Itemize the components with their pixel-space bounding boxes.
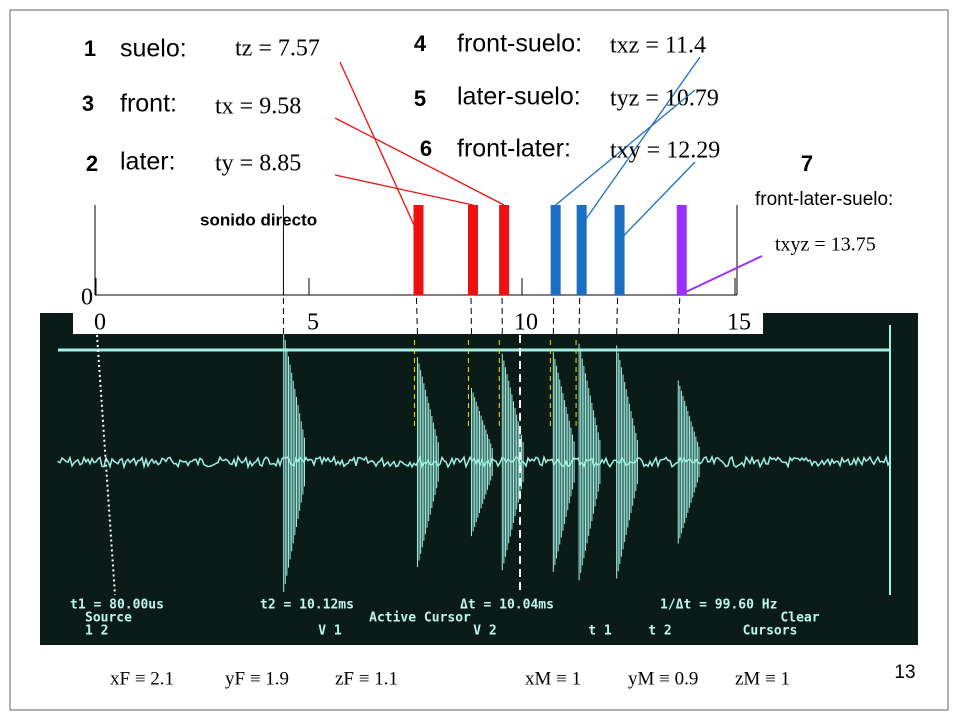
reflection-bar — [468, 205, 479, 295]
scope-menu: t 1 — [588, 624, 612, 639]
scope-menu: t 2 — [648, 624, 671, 639]
bar-dash — [616, 297, 619, 336]
reflection-bar — [499, 205, 510, 295]
tick-label: 5 — [307, 310, 319, 336]
scope-menu: Active Cursor — [369, 611, 471, 626]
reflection-time: ty = 8.85 — [215, 151, 301, 177]
factor: zM ≡ 1 — [735, 668, 790, 689]
reflection-time: tz = 7.57 — [235, 36, 320, 62]
burst — [283, 332, 305, 592]
tick-label: 10 — [514, 310, 538, 336]
burst — [578, 343, 601, 581]
reflection-bar — [576, 205, 587, 295]
scope-readout: 1/Δt = 99.60 Hz — [660, 598, 777, 613]
scope-menu: Source — [85, 611, 132, 626]
reflection-time: txz = 11.4 — [610, 33, 706, 59]
scope-readout: t1 = 80.00us — [70, 598, 164, 613]
reflection-name: front-later: — [457, 135, 571, 163]
connector — [619, 161, 696, 241]
axis-strip — [73, 311, 763, 334]
reflection-bar — [413, 205, 424, 295]
burst — [501, 353, 524, 571]
reflection-name: later-suelo: — [457, 83, 581, 111]
reflection-time: tx = 9.58 — [215, 94, 301, 120]
burst — [552, 352, 575, 572]
axis-origin-label: 0 — [81, 285, 93, 311]
reflection-number: 6 — [420, 136, 432, 161]
reflection-name: front-later-suelo: — [755, 189, 893, 210]
direct-label: sonido directo — [200, 210, 317, 229]
factor: zF ≡ 1.1 — [335, 668, 398, 689]
reflection-number: 5 — [414, 86, 426, 111]
scope-menu: Clear — [780, 611, 819, 626]
reflection-number: 4 — [414, 31, 427, 56]
reflection-number: 3 — [82, 91, 94, 116]
reflection-number: 7 — [801, 151, 813, 176]
scope-menu: V 1 — [318, 624, 342, 639]
tick-label: 15 — [727, 310, 751, 336]
reflection-name: later: — [120, 148, 176, 176]
factor: xF ≡ 2.1 — [110, 668, 174, 689]
bar-dash — [578, 297, 581, 336]
scope-readout: t2 = 10.12ms — [260, 598, 354, 613]
page-number: 13 — [894, 662, 915, 683]
burst — [470, 387, 493, 537]
reflection-number: 1 — [84, 36, 96, 61]
reflection-bar — [550, 205, 561, 295]
scope-readout: Δt = 10.04ms — [460, 598, 554, 613]
connector — [581, 56, 701, 226]
scope-menu: V 2 — [473, 624, 496, 639]
burst — [416, 356, 439, 568]
reflection-number: 2 — [86, 151, 98, 176]
tick-label: 0 — [94, 310, 106, 336]
reflection-name: suelo: — [120, 35, 187, 63]
scope-menu: Cursors — [743, 624, 798, 639]
connector — [555, 89, 696, 206]
connector — [334, 174, 474, 206]
reflection-time: tyz = 10.79 — [610, 86, 719, 112]
factor: xM ≡ 1 — [525, 668, 581, 689]
reflection-name: front-suelo: — [457, 30, 582, 58]
burst — [677, 380, 700, 544]
factor: yM ≡ 0.9 — [628, 668, 698, 689]
reflection-time: txy = 12.29 — [610, 138, 720, 164]
connector — [334, 117, 505, 206]
connector — [339, 61, 420, 236]
scope-menu: 1 2 — [85, 624, 108, 639]
cursor-1 — [96, 334, 116, 596]
reflection-name: front: — [120, 90, 177, 118]
bar-dash — [415, 297, 418, 336]
factor: yF ≡ 1.9 — [225, 668, 289, 689]
reflection-bar — [614, 205, 625, 295]
burst — [616, 345, 638, 579]
scope-traces: t1 = 80.00us t2 = 10.12ms Δt = 10.04ms 1/Δt… — [57, 325, 891, 639]
reflection-time: txyz = 13.75 — [775, 234, 876, 256]
bar-dash — [677, 297, 681, 336]
reflection-bar — [676, 205, 687, 295]
connector — [685, 255, 763, 293]
